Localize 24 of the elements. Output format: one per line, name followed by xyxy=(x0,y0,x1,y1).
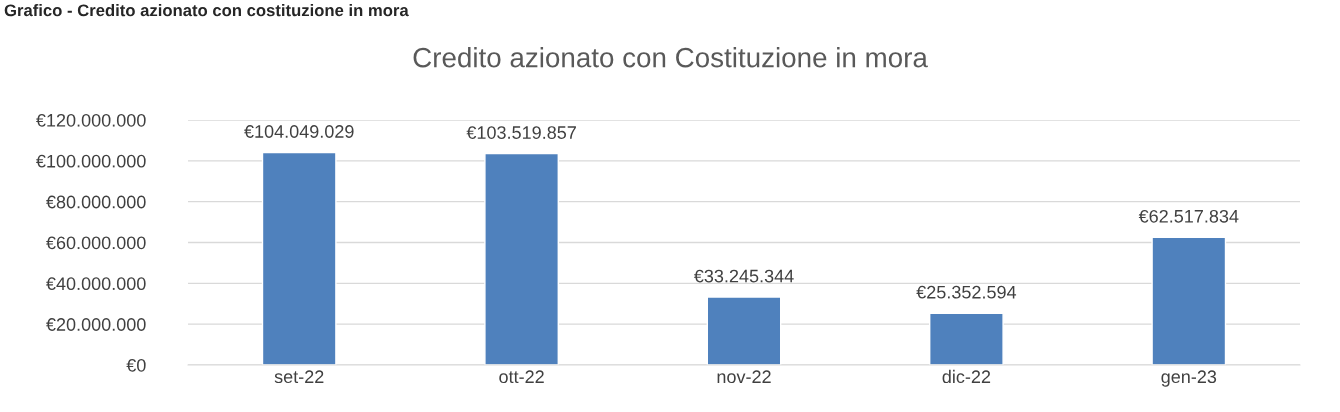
y-tick-label: €80.000.000 xyxy=(46,195,146,209)
y-tick-label: €60.000.000 xyxy=(46,236,146,250)
y-tick-label: €100.000.000 xyxy=(36,154,146,168)
x-tick-label: nov-22 xyxy=(717,370,771,384)
y-tick-label: €0 xyxy=(126,358,146,372)
y-tick-label: €40.000.000 xyxy=(46,277,146,291)
data-label: €33.245.344 xyxy=(693,269,794,283)
x-tick-label: set-22 xyxy=(274,370,324,384)
bar xyxy=(261,151,337,365)
chart-title: Credito azionato con Costituzione in mora xyxy=(413,47,928,68)
data-label: €103.519.857 xyxy=(466,126,576,139)
x-tick-label: dic-22 xyxy=(942,369,991,384)
y-tick-label: €120.000.000 xyxy=(36,113,146,127)
y-tick-label: €20.000.000 xyxy=(46,318,146,331)
bar xyxy=(1151,236,1227,365)
data-label: €104.049.029 xyxy=(244,125,354,138)
data-label: €62.517.834 xyxy=(1138,209,1239,223)
text: Grafico - Credito azionato con costituzione in mora xyxy=(4,4,409,17)
bar xyxy=(929,312,1004,365)
data-label: €25.352.594 xyxy=(916,285,1017,299)
bar xyxy=(484,152,559,365)
x-tick-label: gen-23 xyxy=(1161,370,1217,387)
bar xyxy=(706,296,782,365)
x-tick-label: ott-22 xyxy=(499,370,544,384)
